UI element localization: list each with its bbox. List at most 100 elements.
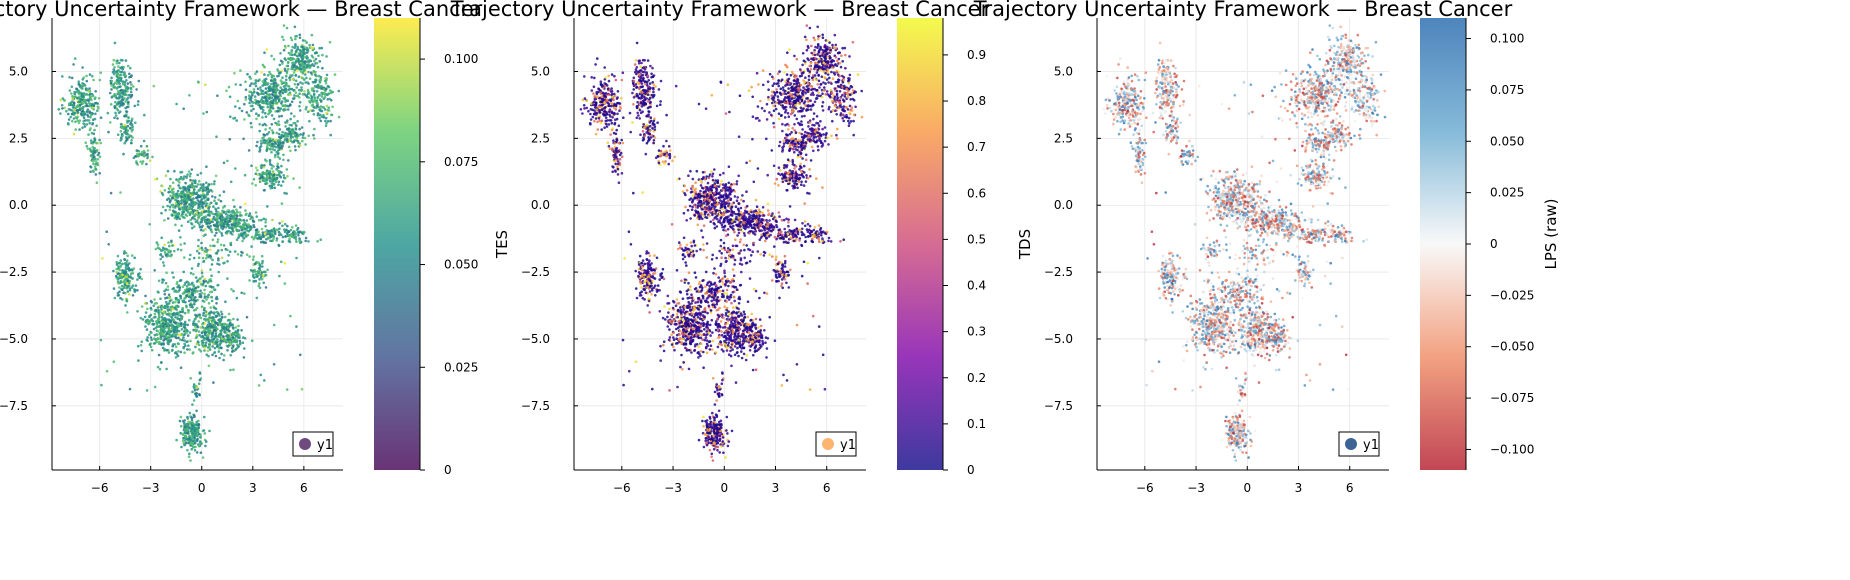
scatter-point	[160, 328, 163, 331]
scatter-point	[110, 96, 114, 99]
scatter-point	[312, 69, 316, 73]
scatter-point	[144, 294, 147, 298]
scatter-point	[202, 229, 205, 232]
scatter-point	[188, 318, 191, 322]
scatter-point	[646, 90, 649, 93]
scatter-point	[331, 105, 334, 109]
scatter-point	[260, 227, 264, 231]
scatter-point	[181, 178, 184, 181]
scatter-point	[178, 186, 181, 190]
scatter-point	[121, 82, 125, 86]
scatter-point	[311, 109, 314, 112]
scatter-point	[597, 87, 600, 90]
scatter-point	[264, 96, 268, 99]
scatter-point	[74, 95, 77, 98]
scatter-point	[183, 431, 187, 435]
scatter-point	[117, 65, 120, 68]
scatter-point	[231, 340, 234, 344]
scatter-point	[266, 236, 270, 239]
scatter-point	[151, 322, 154, 326]
scatter-point	[236, 329, 240, 332]
scatter-point	[282, 85, 286, 88]
scatter-point	[156, 325, 159, 328]
colorbar-tick-label: 0.075	[444, 155, 478, 169]
scatter-point	[213, 351, 217, 354]
scatter-point	[190, 191, 194, 195]
scatter-point	[589, 108, 593, 111]
scatter-point	[172, 331, 176, 334]
scatter-point	[258, 122, 262, 126]
scatter-point	[239, 69, 242, 72]
scatter-point	[148, 333, 151, 337]
scatter-point	[123, 114, 127, 118]
scatter-point	[179, 314, 182, 317]
scatter-point	[178, 207, 181, 211]
scatter-point	[204, 319, 208, 322]
scatter-point	[635, 70, 639, 73]
scatter-point	[238, 341, 242, 345]
scatter-point	[616, 173, 620, 176]
scatter-point	[620, 78, 624, 82]
scatter-point	[232, 198, 235, 202]
scatter-point	[86, 147, 90, 150]
scatter-point	[186, 185, 190, 189]
scatter-point	[263, 101, 267, 105]
scatter-point	[240, 214, 243, 217]
scatter-point	[128, 262, 131, 265]
scatter-point	[168, 296, 171, 300]
scatter-point	[258, 104, 262, 107]
scatter-point	[249, 121, 253, 125]
scatter-point	[254, 72, 257, 75]
scatter-point	[226, 277, 229, 280]
scatter-point	[239, 83, 242, 87]
scatter-point	[602, 98, 605, 102]
scatter-point	[137, 273, 140, 276]
scatter-point	[169, 194, 172, 198]
scatter-point	[119, 85, 122, 88]
scatter-point	[191, 281, 194, 285]
scatter-point	[121, 262, 124, 266]
scatter-point	[99, 338, 103, 342]
scatter-point	[260, 71, 264, 74]
scatter-point	[287, 51, 291, 55]
scatter-point	[646, 59, 650, 62]
scatter-point	[90, 153, 93, 157]
scatter-point	[272, 57, 276, 61]
scatter-point	[248, 212, 252, 215]
scatter-point	[205, 298, 208, 301]
scatter-point	[278, 128, 282, 131]
scatter-point	[292, 71, 296, 74]
scatter-point	[605, 125, 609, 128]
scatter-point	[319, 78, 323, 82]
scatter-point	[119, 191, 122, 194]
scatter-point	[281, 130, 284, 134]
scatter-point	[106, 111, 110, 115]
scatter-point	[183, 242, 186, 245]
scatter-point	[167, 326, 170, 330]
scatter-point	[299, 133, 303, 136]
scatter-point	[239, 206, 242, 209]
scatter-point	[196, 386, 199, 389]
scatter-point	[194, 392, 197, 396]
scatter-point	[126, 121, 129, 124]
scatter-point	[202, 429, 206, 432]
scatter-point	[326, 93, 329, 97]
scatter-point	[208, 220, 211, 223]
scatter-point	[278, 157, 282, 160]
scatter-point	[614, 159, 617, 163]
scatter-point	[215, 202, 218, 205]
scatter-point	[234, 330, 237, 333]
scatter-point	[198, 393, 201, 397]
scatter-point	[171, 344, 174, 348]
scatter-point	[292, 177, 295, 180]
scatter-point	[155, 340, 159, 344]
scatter-point	[257, 284, 261, 288]
scatter-point	[304, 81, 308, 84]
scatter-point	[214, 174, 218, 178]
scatter-point	[206, 192, 210, 196]
x-tick-label: 0	[198, 481, 206, 495]
scatter-point	[175, 312, 178, 316]
scatter-point	[289, 36, 293, 40]
scatter-point	[616, 167, 620, 171]
scatter-point	[284, 74, 288, 78]
